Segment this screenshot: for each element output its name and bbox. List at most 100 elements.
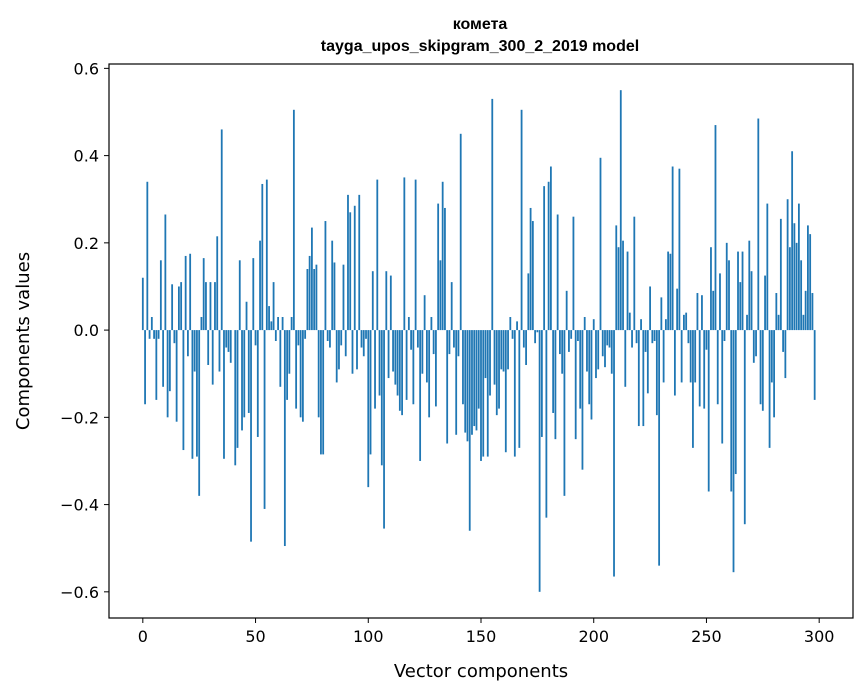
bar (471, 330, 473, 435)
bar (315, 264, 318, 331)
bar (247, 330, 250, 413)
bar (561, 330, 564, 374)
bar (579, 330, 582, 409)
bar (680, 330, 683, 383)
x-tick-label: 100 (353, 627, 384, 646)
bar (421, 330, 424, 374)
bar (527, 273, 530, 331)
bar (752, 330, 755, 363)
bar (813, 330, 816, 400)
bar (453, 330, 455, 348)
bar (468, 330, 471, 531)
bar (263, 330, 266, 509)
bar (493, 330, 496, 385)
bar (342, 264, 345, 331)
bar (732, 330, 735, 573)
bar (480, 330, 482, 461)
bar (398, 330, 401, 411)
bar (385, 271, 388, 331)
bar (795, 242, 798, 331)
bar (259, 240, 261, 331)
bar (716, 330, 719, 405)
bar (619, 90, 622, 331)
bar (662, 330, 665, 383)
bar (358, 194, 361, 331)
bar (622, 240, 624, 331)
bar (238, 260, 241, 331)
bar (592, 319, 595, 331)
bar (559, 330, 561, 355)
bar (800, 260, 803, 331)
bar (563, 330, 566, 496)
bar (606, 330, 609, 346)
bar (518, 330, 521, 448)
bar (326, 330, 329, 341)
bar (236, 330, 239, 448)
bar (788, 247, 791, 331)
bar (784, 330, 787, 379)
bar (290, 317, 293, 331)
bar (549, 166, 552, 331)
bar (590, 330, 593, 420)
bar (207, 330, 210, 365)
bar (439, 260, 442, 331)
bar (637, 330, 640, 427)
bar (482, 330, 485, 457)
bar (349, 212, 352, 331)
bar (676, 288, 679, 331)
bar (166, 330, 169, 418)
bar (333, 262, 336, 331)
bar (642, 330, 645, 427)
chart-subtitle: tayga_upos_skipgram_300_2_2019 model (321, 38, 639, 55)
bar (338, 330, 340, 370)
y-tick-label: −0.4 (60, 496, 99, 515)
bar (437, 203, 440, 331)
bar (714, 125, 717, 331)
bar (651, 330, 654, 344)
bar (658, 330, 661, 566)
bar (701, 295, 703, 331)
bar (435, 330, 437, 407)
bar (617, 247, 620, 331)
bars-group (141, 90, 816, 592)
bar (484, 330, 487, 379)
bar (791, 151, 794, 331)
bar (649, 286, 651, 331)
bar (211, 330, 214, 385)
bar (299, 330, 302, 418)
bar (448, 330, 451, 355)
bar (279, 330, 282, 387)
bar (741, 251, 744, 331)
bar (205, 282, 207, 331)
bar (626, 251, 629, 331)
bar (196, 330, 198, 457)
bar (755, 330, 757, 357)
bar (809, 234, 812, 331)
bar (356, 330, 358, 370)
bar (378, 330, 381, 396)
bar (610, 330, 613, 374)
bar (554, 330, 557, 440)
bar (295, 330, 298, 409)
bar (486, 330, 489, 457)
bar (631, 330, 633, 348)
bar (750, 271, 753, 331)
bar (770, 330, 773, 383)
bar (552, 330, 555, 413)
bar (292, 109, 295, 331)
bar (570, 330, 573, 339)
x-tick-label: 200 (578, 627, 609, 646)
bar (516, 321, 518, 331)
bar (655, 330, 658, 416)
bar (719, 273, 721, 331)
bar (311, 227, 313, 331)
bar (164, 214, 167, 331)
bar (191, 330, 194, 459)
bar (371, 271, 374, 331)
bar (613, 330, 615, 577)
bar (531, 221, 534, 331)
bar (673, 330, 676, 396)
bar (308, 255, 311, 331)
bar (764, 275, 766, 331)
bar (685, 312, 688, 331)
